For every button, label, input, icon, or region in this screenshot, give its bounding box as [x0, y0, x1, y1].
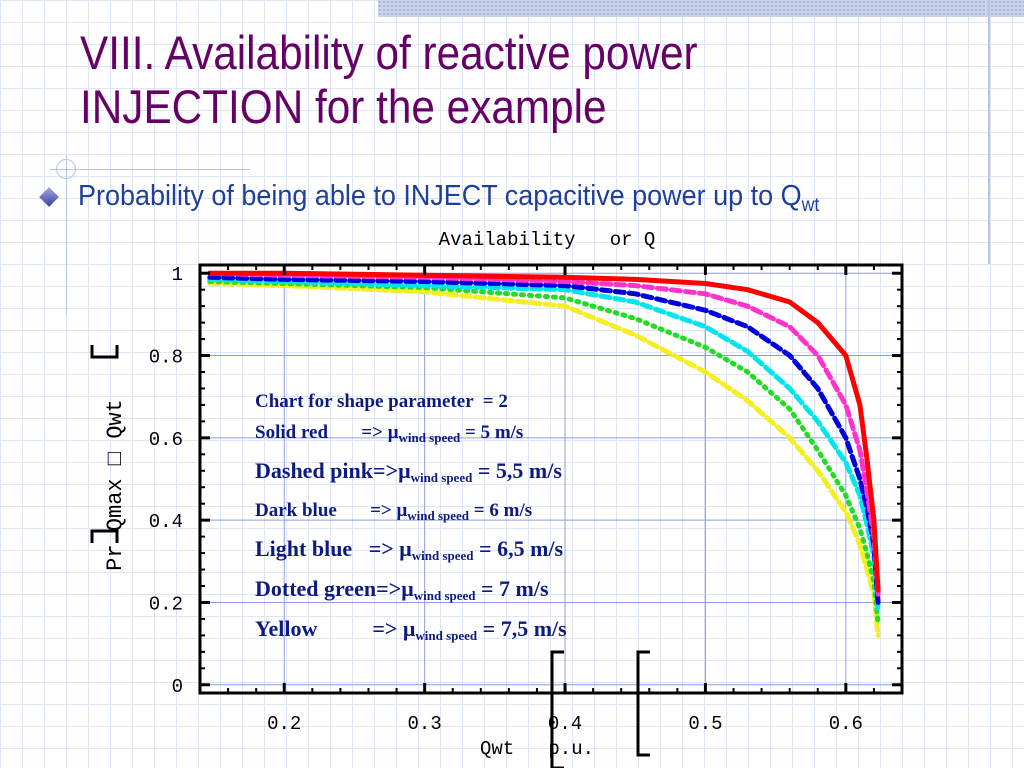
chart-tick-labels: 0.2 0.3 0.4 0.5 0.6 0 0.2 0.4 0.6 0.8 1 [149, 264, 863, 735]
slide-title-line-1: VIII. Availability of reactive power [80, 26, 698, 79]
series-line-solid [207, 270, 881, 593]
x-tick-label: 0.2 [267, 713, 301, 735]
legend-subscript: wind speed [411, 548, 474, 563]
x-label-bracket-left [550, 650, 564, 768]
bracket-decorations [90, 345, 650, 768]
legend-subscript: wind speed [413, 588, 476, 603]
x-tick-label: 0.4 [548, 713, 582, 735]
legend-entry-light-blue: Light blue => μwind speed = 6,5 m/s [255, 532, 567, 572]
legend-entry-dotted-green: Dotted green=>μwind speed = 7 m/s [255, 572, 567, 612]
legend-label: Yellow => [255, 616, 403, 641]
legend-value: = 6,5 m/s [473, 536, 564, 561]
legend-entry-solid-red: Solid red => μwind speed = 5 m/s [255, 416, 567, 454]
legend-label: Dotted green=> [255, 576, 402, 601]
legend-value: = 6 m/s [469, 500, 533, 521]
legend-label: Light blue => [255, 536, 400, 561]
mu-symbol: μ [399, 536, 412, 561]
right-decoration-line [988, 0, 990, 264]
y-tick-label: 0.2 [149, 593, 183, 615]
legend-label: Solid red => [255, 422, 388, 443]
mu-symbol: μ [402, 616, 416, 641]
bullet-main-text: Probability of being able to INJECT capa… [78, 180, 802, 212]
y-label-bracket-right [90, 345, 119, 359]
legend-entry-dashed-pink: Dashed pink=>μwind speed = 5,5 m/s [255, 454, 567, 494]
slide-title: VIII. Availability of reactive power INJ… [80, 26, 908, 134]
mu-symbol: μ [398, 458, 411, 483]
x-tick-label: 0.5 [688, 713, 722, 735]
legend-entry-dark-blue: Dark blue => μwind speed = 6 m/s [255, 494, 567, 532]
legend-value: = 7,5 m/s [477, 616, 567, 641]
chart-series [207, 270, 881, 638]
slide-title-line-2: INJECTION for the example [80, 80, 607, 133]
x-tick-label: 0.3 [408, 713, 442, 735]
legend-value: = 5,5 m/s [472, 458, 562, 483]
bullet-subscript: wt [801, 195, 820, 216]
legend-entry-yellow: Yellow => μwind speed = 7,5 m/s [255, 612, 567, 652]
mu-symbol: μ [396, 500, 408, 521]
legend-label: Dark blue => [255, 500, 397, 521]
legend-label: Dashed pink=> [255, 458, 399, 483]
y-tick-label: 0 [172, 676, 183, 698]
mu-symbol: μ [401, 576, 414, 601]
decoration-vertical-line [66, 155, 67, 315]
y-tick-label: 0.8 [149, 347, 183, 369]
x-label-bracket-right [636, 650, 650, 757]
decoration-horizontal-line [50, 169, 250, 170]
legend-header: Chart for shape parameter = 2 [255, 391, 508, 412]
decoration-circle-icon [56, 159, 76, 179]
series-line-dashed [207, 274, 881, 605]
x-tick-label: 0.6 [829, 713, 863, 735]
chart-ticks [199, 265, 903, 693]
legend-subscript: wind speed [410, 470, 473, 485]
x-axis-label: Qwt p.u. [480, 738, 594, 760]
y-axis-label: Pr Qmax □ Qwt [103, 399, 128, 571]
bullet-text: Probability of being able to INJECT capa… [78, 180, 819, 217]
series-line-dashed [207, 281, 881, 638]
legend-value: = 5 m/s [460, 422, 524, 443]
series-line-dotted [207, 279, 881, 626]
y-tick-label: 0.6 [149, 429, 183, 451]
y-tick-label: 0.4 [149, 511, 183, 533]
legend-subscript: wind speed [415, 628, 478, 643]
legend-subscript: wind speed [398, 430, 461, 445]
mu-symbol: μ [387, 422, 399, 443]
y-tick-label: 1 [172, 264, 183, 286]
top-decoration-bar [378, 0, 1024, 17]
y-label-bracket-left [90, 529, 119, 543]
legend-value: = 7 m/s [475, 576, 549, 601]
chart-title: Availability or Q [439, 229, 656, 251]
chart-legend: Chart for shape parameter = 2 Solid red … [255, 388, 567, 652]
series-line-dashed [207, 276, 881, 614]
legend-subscript: wind speed [407, 508, 470, 523]
